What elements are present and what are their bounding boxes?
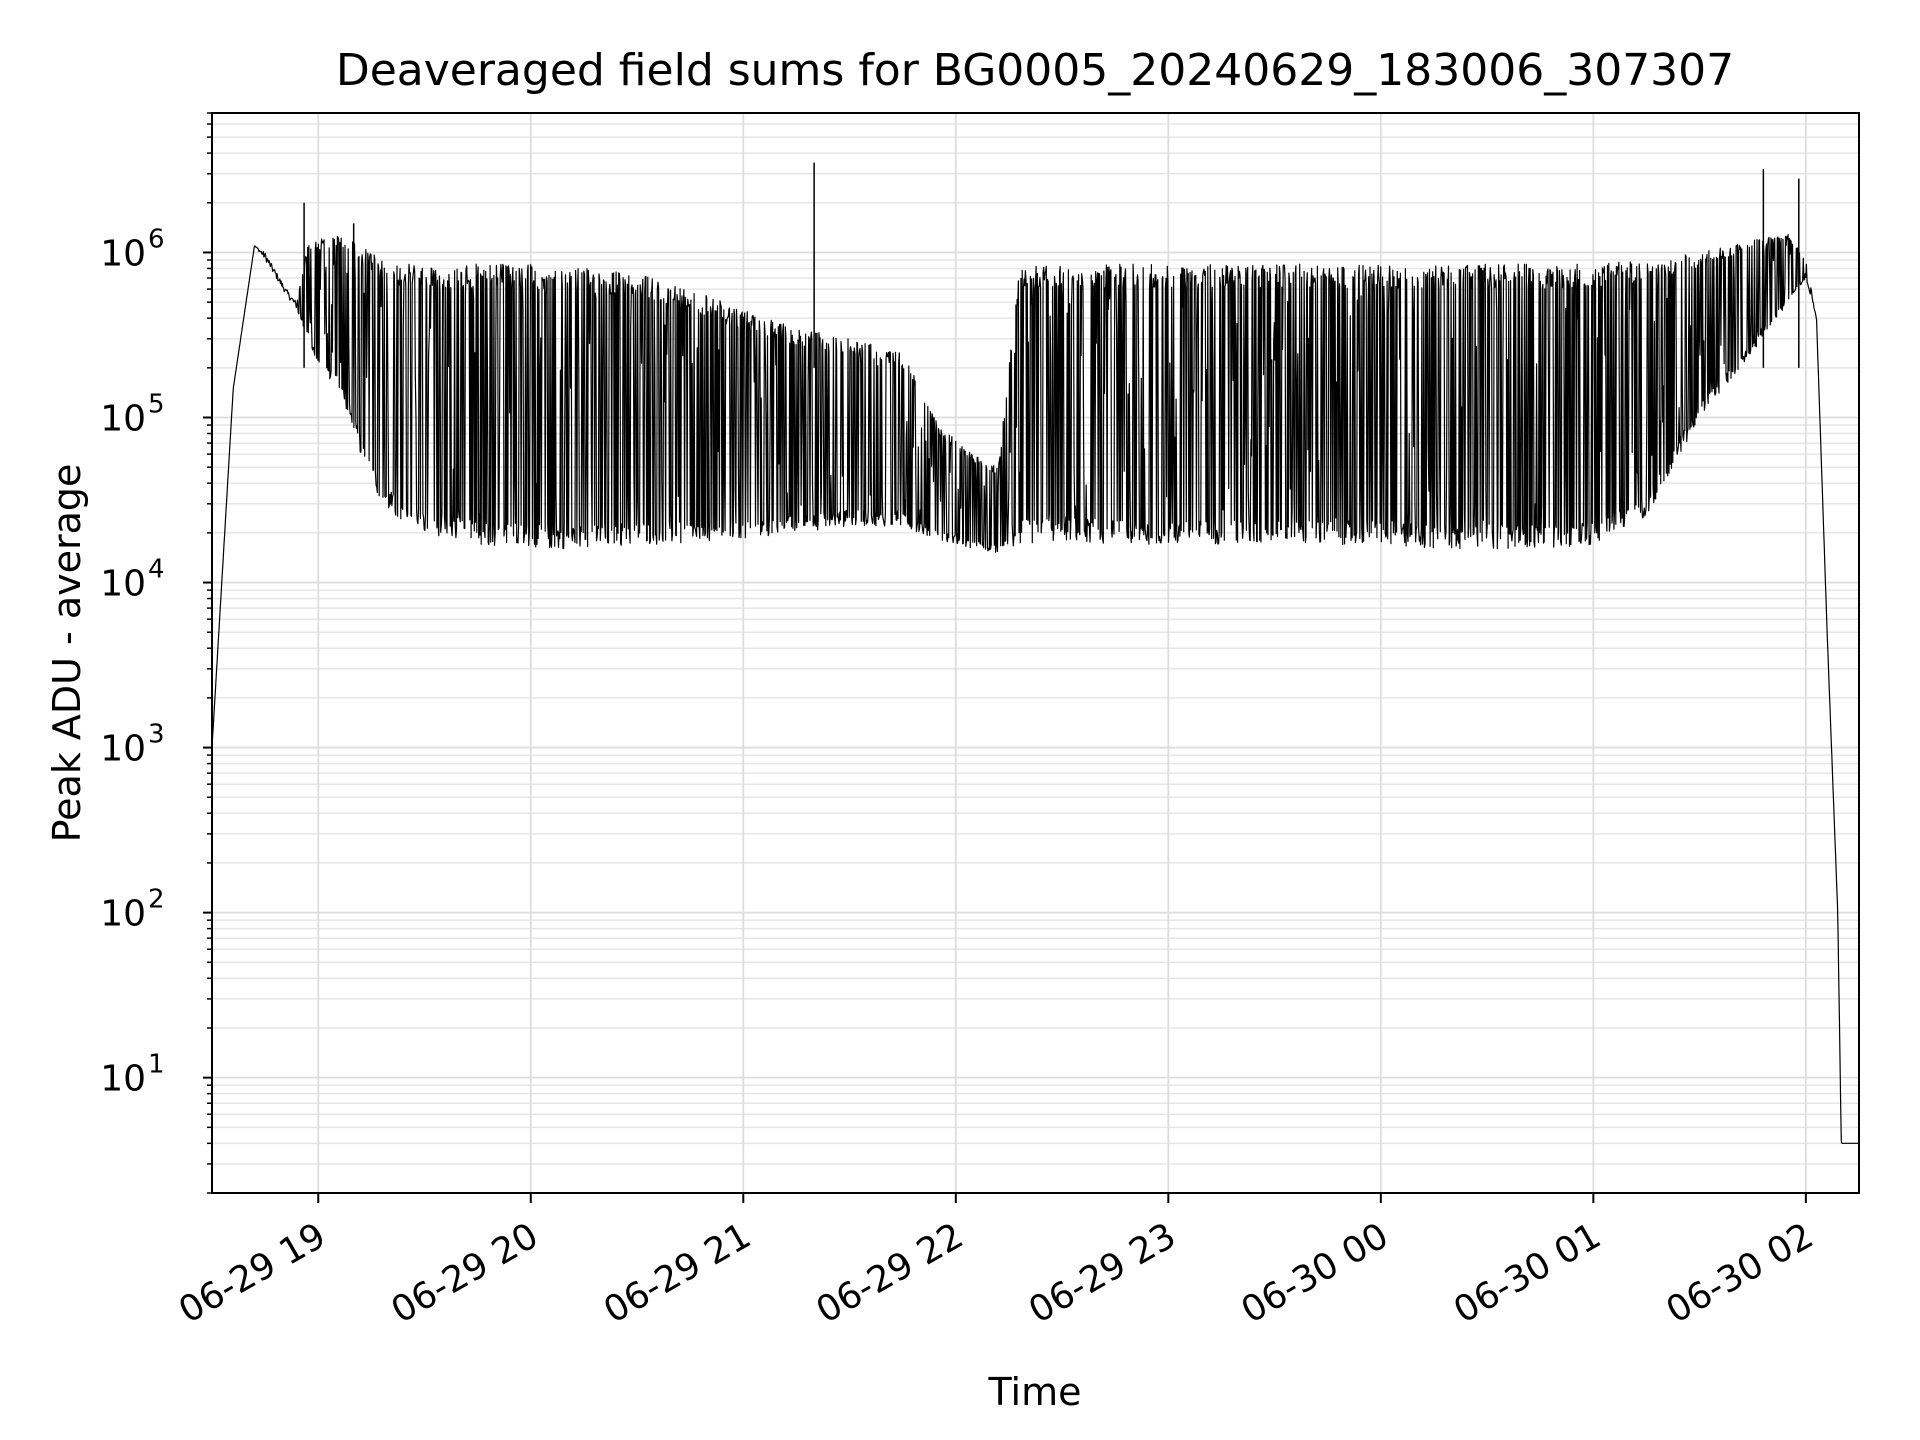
y-tick-label-exponent: 2: [148, 885, 165, 915]
plot-frame: [211, 112, 1860, 1194]
y-tick-label: 10: [100, 399, 146, 440]
y-tick-label: 10: [100, 894, 146, 935]
plot-area: [211, 112, 1860, 1194]
y-tick-label: 10: [100, 233, 146, 274]
chart-title: Deaveraged field sums for BG0005_2024062…: [336, 45, 1734, 96]
y-tick-label-exponent: 1: [148, 1050, 165, 1080]
x-axis-label: Time: [988, 1370, 1082, 1414]
data-series-line: [211, 234, 1860, 1144]
y-tick-label: 10: [100, 729, 146, 770]
y-axis-label: Peak ADU - average: [45, 464, 89, 843]
y-tick-label: 10: [100, 1059, 146, 1100]
y-tick-label-exponent: 5: [148, 390, 165, 420]
y-tick-label: 10: [100, 564, 146, 605]
y-tick-label-exponent: 6: [148, 224, 165, 254]
y-tick-label-exponent: 3: [148, 720, 165, 750]
series-group: [211, 162, 1860, 1144]
y-tick-label-exponent: 4: [148, 555, 165, 585]
